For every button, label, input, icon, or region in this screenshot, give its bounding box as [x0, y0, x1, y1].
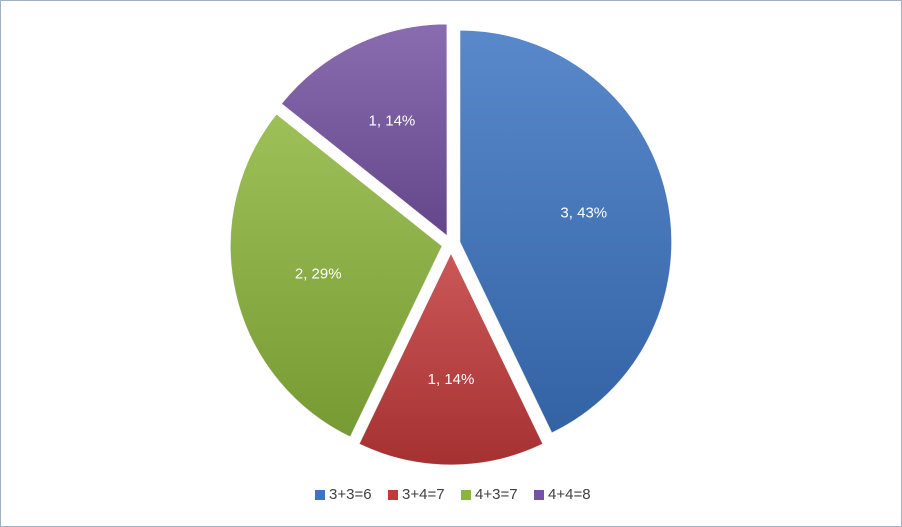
legend-swatch — [534, 490, 544, 500]
data-label: 1, 14% — [369, 112, 416, 129]
data-label: 2, 29% — [295, 265, 342, 282]
slice-shade — [459, 29, 672, 434]
legend-swatch — [388, 490, 398, 500]
legend-swatch — [461, 490, 471, 500]
data-label: 1, 14% — [428, 371, 475, 388]
slice-shade — [359, 253, 543, 465]
legend-label: 4+4=8 — [548, 486, 591, 503]
slice-shade — [230, 113, 443, 438]
data-label: 3, 43% — [560, 205, 607, 222]
legend-label: 3+3=6 — [329, 486, 372, 503]
slice-shade — [281, 23, 448, 236]
legend-label: 4+3=7 — [475, 486, 518, 503]
legend-swatch — [315, 490, 325, 500]
legend-label: 3+4=7 — [402, 486, 445, 503]
